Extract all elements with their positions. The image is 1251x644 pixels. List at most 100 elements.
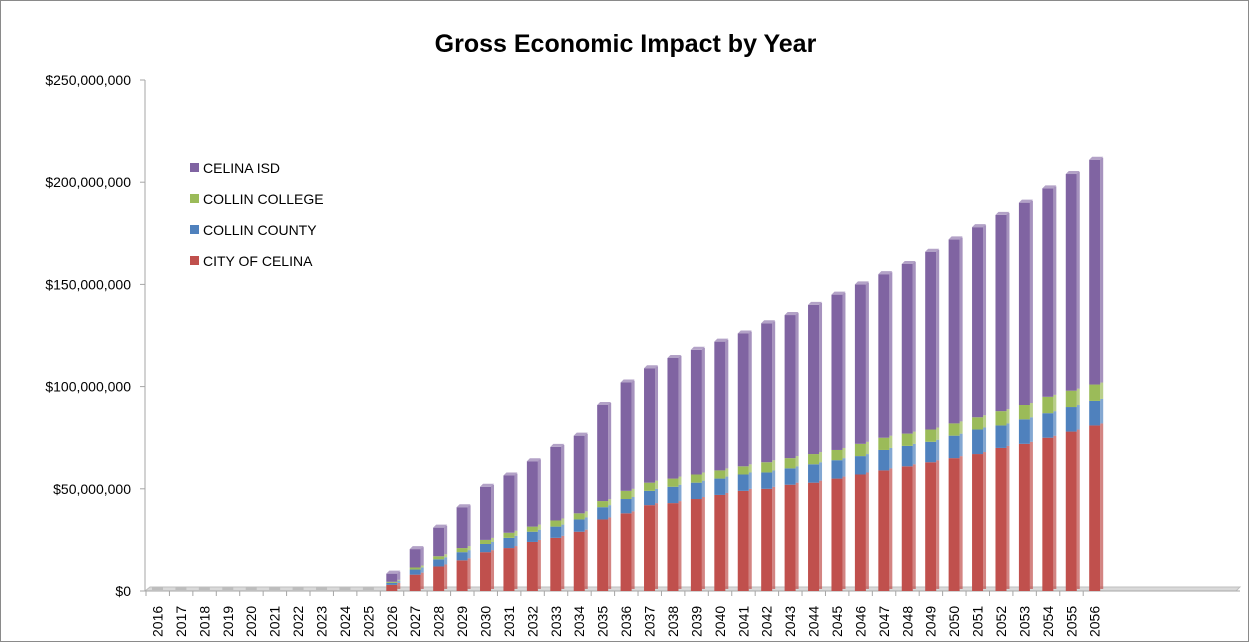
bar-segment-side	[1029, 441, 1033, 589]
bar-segment	[620, 490, 632, 500]
bar-segment-side	[467, 505, 471, 547]
bar-top-cap	[550, 443, 565, 447]
bar-segment	[831, 294, 843, 450]
bar-segment	[995, 214, 1007, 412]
bar-segment-side	[1053, 186, 1057, 395]
bar-top-cap	[925, 248, 940, 252]
legend-swatch	[190, 194, 199, 203]
chart-bars	[152, 156, 1104, 591]
bar-segment-side	[678, 501, 682, 589]
bar-segment	[386, 581, 398, 583]
x-tick-label: 2031	[501, 606, 517, 637]
bar-segment-side	[1053, 394, 1057, 412]
bar-segment	[925, 429, 937, 442]
bar-segment	[1018, 202, 1030, 405]
legend-label: CITY OF CELINA	[203, 252, 313, 269]
bar-segment-side	[959, 433, 963, 457]
bar-segment-side	[912, 261, 916, 432]
bar-segment	[690, 482, 702, 500]
x-tick-label: 2024	[337, 606, 353, 637]
bar-segment-side	[1029, 417, 1033, 442]
bar-segment-side	[655, 503, 659, 589]
bar-top-cap	[878, 271, 893, 275]
bar-segment-side	[795, 482, 799, 589]
x-tick-label: 2046	[852, 606, 868, 637]
bar-segment-side	[584, 511, 588, 518]
bar-segment-side	[819, 302, 823, 453]
bar-empty-stub	[269, 587, 281, 590]
bar-segment	[854, 284, 866, 444]
bar-segment-side	[983, 415, 987, 428]
bar-segment-side	[608, 505, 612, 518]
bar-segment	[784, 468, 796, 485]
y-tick-label: $50,000,000	[53, 481, 131, 497]
bar-segment-side	[584, 433, 588, 512]
bar-segment-side	[467, 558, 471, 589]
bar-segment-side	[772, 321, 776, 461]
bar-segment	[409, 574, 421, 591]
bar-segment	[503, 548, 515, 591]
bar-segment-side	[842, 447, 846, 459]
bar-segment-side	[889, 468, 893, 589]
bar-segment	[784, 458, 796, 469]
bar-segment	[480, 486, 492, 540]
bar-segment	[526, 541, 538, 591]
bar-segment	[831, 449, 843, 461]
bar-segment-side	[537, 539, 541, 589]
bar-segment-side	[631, 488, 635, 498]
bar-segment-side	[748, 331, 752, 465]
bar-segment-side	[1100, 398, 1104, 424]
bar-segment	[690, 499, 702, 591]
x-tick-label: 2027	[407, 606, 423, 637]
bar-segment-side	[772, 470, 776, 487]
x-tick-label: 2033	[548, 606, 564, 637]
bar-segment	[573, 531, 585, 591]
bar-segment	[1065, 407, 1077, 432]
x-tick-label: 2029	[454, 606, 470, 637]
bar-segment	[784, 484, 796, 591]
bar-segment-side	[983, 452, 987, 589]
bar-segment-side	[397, 571, 401, 580]
x-tick-label: 2052	[993, 606, 1009, 637]
bar-segment	[761, 323, 773, 463]
bar-empty-stub	[362, 587, 374, 590]
bar-segment-side	[491, 537, 495, 542]
bar-segment-side	[1100, 382, 1104, 399]
bar-top-cap	[644, 365, 659, 369]
bar-segment-side	[795, 466, 799, 483]
bar-empty-stub	[175, 587, 187, 590]
bar-segment-side	[584, 517, 588, 530]
x-tick-label: 2045	[829, 606, 845, 637]
bar-segment-side	[1029, 200, 1033, 403]
bar-segment	[667, 478, 679, 487]
bar-segment	[386, 582, 398, 585]
bar-segment	[597, 501, 609, 508]
bar-segment-side	[655, 488, 659, 504]
bar-segment	[761, 488, 773, 591]
bar-segment-side	[1006, 423, 1010, 446]
bar-segment-side	[420, 547, 424, 566]
bar-segment	[573, 513, 585, 520]
bar-segment	[995, 425, 1007, 448]
x-tick-label: 2019	[220, 606, 236, 637]
bar-segment	[1065, 431, 1077, 591]
bar-segment-side	[1076, 405, 1080, 430]
x-tick-label: 2056	[1087, 606, 1103, 637]
bar-segment	[972, 417, 984, 430]
bar-segment-side	[1053, 435, 1057, 589]
bar-segment	[1018, 404, 1030, 420]
bar-segment-side	[701, 497, 705, 589]
bar-segment	[526, 531, 538, 542]
bar-top-cap	[1065, 171, 1080, 175]
bar-segment-side	[420, 567, 424, 573]
bar-segment-side	[912, 443, 916, 465]
x-tick-label: 2050	[946, 606, 962, 637]
bar-segment-side	[865, 282, 869, 442]
bar-segment	[456, 552, 468, 561]
bar-segment	[620, 513, 632, 591]
bar-segment-side	[514, 546, 518, 589]
bar-segment-side	[889, 435, 893, 448]
bar-segment-side	[865, 472, 869, 589]
bar-segment-side	[514, 535, 518, 547]
bar-segment	[550, 520, 562, 527]
